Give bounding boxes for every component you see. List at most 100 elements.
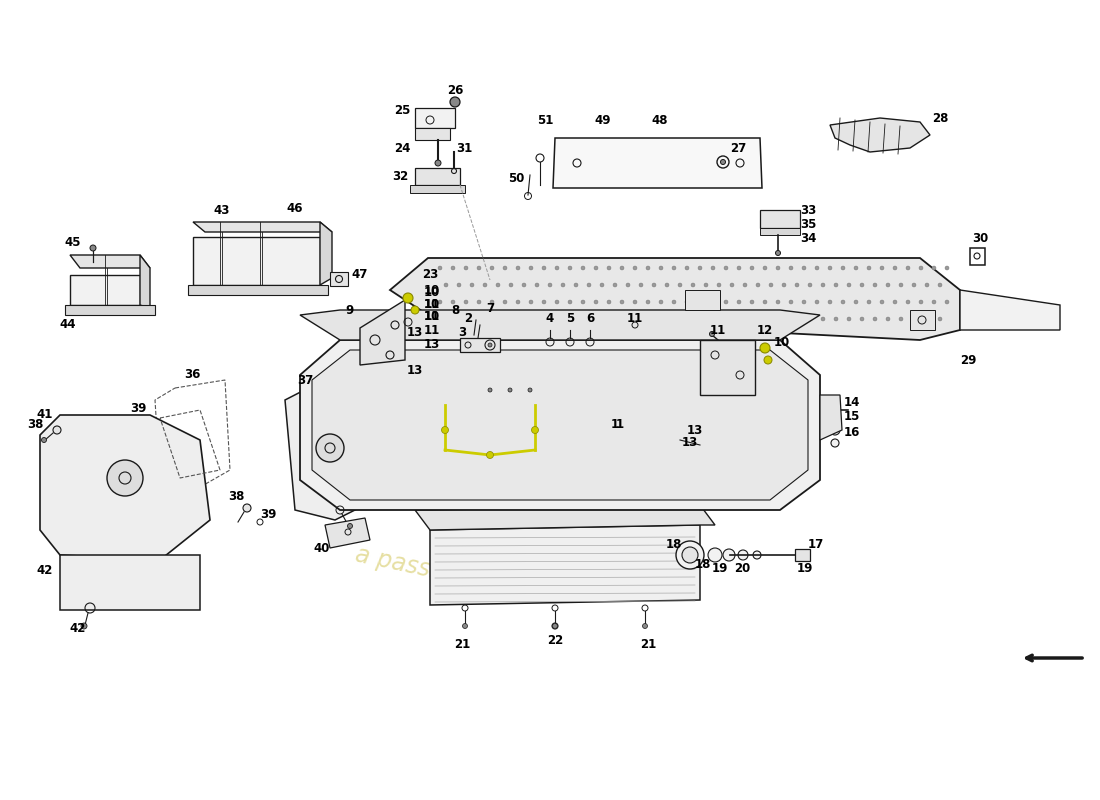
Circle shape <box>912 317 916 321</box>
Text: 11: 11 <box>424 323 440 337</box>
Text: 4: 4 <box>546 311 554 325</box>
Circle shape <box>873 317 877 321</box>
Text: 38: 38 <box>26 418 43 431</box>
Text: 31: 31 <box>455 142 472 154</box>
Circle shape <box>594 300 598 304</box>
Text: 49: 49 <box>595 114 612 126</box>
Polygon shape <box>140 255 150 308</box>
Circle shape <box>490 300 494 304</box>
Circle shape <box>676 541 704 569</box>
Circle shape <box>815 300 820 304</box>
Polygon shape <box>324 518 370 548</box>
Circle shape <box>316 434 344 462</box>
Text: 38: 38 <box>228 490 244 503</box>
Circle shape <box>789 300 793 304</box>
Circle shape <box>821 317 825 321</box>
Text: 39: 39 <box>260 507 276 521</box>
Circle shape <box>847 317 851 321</box>
Circle shape <box>672 300 676 304</box>
Text: 13: 13 <box>424 338 440 350</box>
Circle shape <box>782 283 786 287</box>
Circle shape <box>932 266 936 270</box>
Circle shape <box>451 300 455 304</box>
Circle shape <box>756 317 760 321</box>
Circle shape <box>444 317 448 321</box>
Circle shape <box>568 300 572 304</box>
Text: 15: 15 <box>844 410 860 422</box>
Circle shape <box>685 266 689 270</box>
Circle shape <box>795 317 799 321</box>
Circle shape <box>652 317 656 321</box>
Circle shape <box>438 266 442 270</box>
Circle shape <box>847 283 851 287</box>
Circle shape <box>691 283 695 287</box>
Text: 28: 28 <box>932 111 948 125</box>
Circle shape <box>503 300 507 304</box>
Circle shape <box>666 317 669 321</box>
Circle shape <box>613 317 617 321</box>
Circle shape <box>451 266 455 270</box>
Circle shape <box>880 266 884 270</box>
Circle shape <box>574 283 578 287</box>
Polygon shape <box>360 300 405 365</box>
Circle shape <box>830 425 840 435</box>
Circle shape <box>737 266 741 270</box>
Circle shape <box>552 623 558 629</box>
Circle shape <box>899 317 903 321</box>
Circle shape <box>906 266 910 270</box>
Circle shape <box>503 266 507 270</box>
Circle shape <box>574 317 578 321</box>
Circle shape <box>938 283 942 287</box>
Circle shape <box>754 551 761 559</box>
Circle shape <box>708 548 722 562</box>
Circle shape <box>600 317 604 321</box>
Circle shape <box>717 283 720 287</box>
Circle shape <box>730 283 734 287</box>
Circle shape <box>632 300 637 304</box>
Circle shape <box>81 623 87 629</box>
Polygon shape <box>820 395 842 440</box>
Text: 39: 39 <box>130 402 146 414</box>
Circle shape <box>717 317 720 321</box>
Circle shape <box>529 266 534 270</box>
Circle shape <box>830 439 839 447</box>
Circle shape <box>769 317 773 321</box>
Text: 43: 43 <box>213 203 230 217</box>
Circle shape <box>769 283 773 287</box>
Circle shape <box>698 266 702 270</box>
Circle shape <box>860 317 864 321</box>
Circle shape <box>945 266 949 270</box>
Polygon shape <box>910 310 935 330</box>
Circle shape <box>456 283 461 287</box>
Text: 18: 18 <box>695 558 712 571</box>
Circle shape <box>450 97 460 107</box>
Text: 36: 36 <box>184 369 200 382</box>
Circle shape <box>776 266 780 270</box>
Text: 11: 11 <box>627 311 644 325</box>
Circle shape <box>456 317 461 321</box>
Polygon shape <box>285 365 375 520</box>
Text: 2: 2 <box>464 311 472 325</box>
Text: 50: 50 <box>508 171 525 185</box>
Text: 9: 9 <box>345 303 354 317</box>
Circle shape <box>620 266 624 270</box>
Circle shape <box>522 317 526 321</box>
Text: 26: 26 <box>447 83 463 97</box>
Circle shape <box>830 414 839 422</box>
Polygon shape <box>415 168 460 185</box>
Text: 37: 37 <box>297 374 313 386</box>
Circle shape <box>496 317 500 321</box>
Circle shape <box>873 283 877 287</box>
Circle shape <box>535 283 539 287</box>
Text: 13: 13 <box>686 423 703 437</box>
Text: 25: 25 <box>394 103 410 117</box>
Circle shape <box>470 283 474 287</box>
Text: 1: 1 <box>610 418 619 431</box>
Circle shape <box>600 283 604 287</box>
Text: 24: 24 <box>394 142 410 154</box>
Circle shape <box>724 266 728 270</box>
Circle shape <box>737 300 741 304</box>
Circle shape <box>464 266 468 270</box>
Circle shape <box>90 245 96 251</box>
Circle shape <box>704 317 708 321</box>
